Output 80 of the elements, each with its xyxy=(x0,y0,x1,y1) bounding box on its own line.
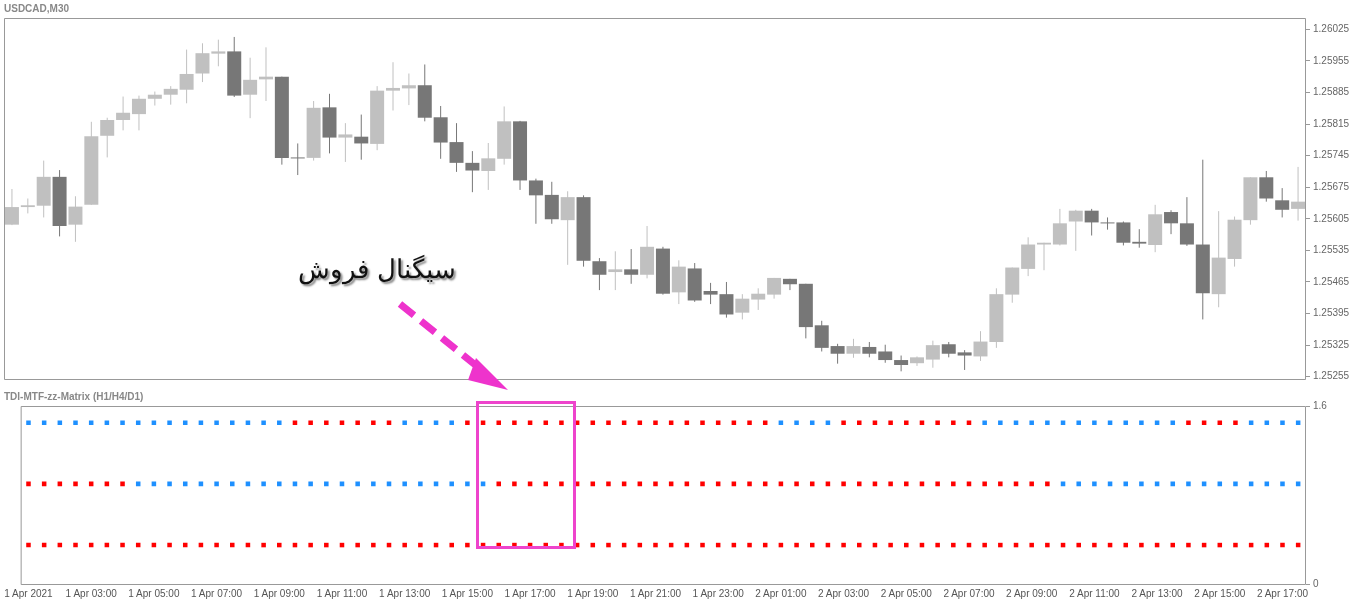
candlestick xyxy=(751,287,766,311)
candlestick xyxy=(211,39,226,67)
candlestick xyxy=(830,343,845,365)
x-tick-label: 2 Apr 09:00 xyxy=(1006,587,1058,599)
candlestick xyxy=(1259,170,1274,203)
y-tick-label: 1.6 xyxy=(1313,399,1328,411)
candlestick xyxy=(4,188,19,226)
x-tick-label: 2 Apr 07:00 xyxy=(943,587,995,599)
candlestick xyxy=(1132,228,1147,249)
x-tick-label: 1 Apr 05:00 xyxy=(128,587,180,599)
candlestick xyxy=(179,49,194,104)
candlestick xyxy=(894,355,909,372)
candlestick xyxy=(243,57,258,119)
candlestick xyxy=(735,293,750,320)
candlestick xyxy=(338,122,353,163)
candlestick xyxy=(449,122,464,173)
candlestick xyxy=(973,330,988,362)
y-tick-label: 1.25535 xyxy=(1313,244,1350,256)
annotation: سیگنال فروش xyxy=(298,254,457,284)
y-tick-label: 1.25885 xyxy=(1313,86,1350,98)
x-tick-label: 1 Apr 17:00 xyxy=(504,587,557,599)
y-tick-label: 1.25955 xyxy=(1313,54,1350,66)
x-tick-label: 2 Apr 13:00 xyxy=(1131,587,1184,599)
y-tick-label: 1.25395 xyxy=(1313,307,1350,319)
candlestick xyxy=(592,257,607,291)
candlestick xyxy=(1068,209,1083,252)
y-tick-label: 1.25605 xyxy=(1313,212,1350,224)
candlestick xyxy=(624,248,639,285)
chart-title: TDI-MTF-zz-Matrix (H1/H4/D1) xyxy=(4,390,144,402)
y-tick-label: 1.25255 xyxy=(1313,370,1350,382)
x-tick-label: 2 Apr 15:00 xyxy=(1194,587,1246,599)
candlestick xyxy=(957,349,972,371)
x-tick-label: 2 Apr 03:00 xyxy=(818,587,870,599)
y-tick-label: 1.25465 xyxy=(1313,275,1350,287)
candlestick xyxy=(560,190,575,266)
x-tick-label: 2 Apr 17:00 xyxy=(1256,587,1309,599)
y-tick-label: 1.25325 xyxy=(1313,338,1350,350)
candlestick xyxy=(1164,209,1179,235)
x-tick-label: 1 Apr 19:00 xyxy=(567,587,619,599)
candlestick xyxy=(846,338,861,359)
candlestick xyxy=(878,344,893,364)
x-tick-label: 1 Apr 11:00 xyxy=(316,587,368,599)
candlestick xyxy=(481,142,496,191)
candlestick xyxy=(608,250,623,291)
candlestick xyxy=(528,178,543,225)
candlestick xyxy=(1052,208,1067,246)
candlestick xyxy=(925,340,940,369)
y-tick-label: 1.26025 xyxy=(1313,23,1350,35)
candlestick xyxy=(116,96,131,131)
y-tick-label: 1.25675 xyxy=(1313,180,1350,192)
x-tick-label: 2 Apr 05:00 xyxy=(880,587,933,599)
x-tick-label: 1 Apr 13:00 xyxy=(379,587,431,599)
x-tick-label: 1 Apr 07:00 xyxy=(191,587,243,599)
candlestick xyxy=(163,85,178,106)
candlestick xyxy=(131,95,146,131)
y-tick-label: 0 xyxy=(1313,577,1319,589)
candlestick xyxy=(290,142,305,176)
x-tick-label: 1 Apr 03:00 xyxy=(65,587,118,599)
candlestick xyxy=(814,320,829,352)
y-tick-label: 1.25745 xyxy=(1313,149,1350,161)
candlestick xyxy=(195,42,210,83)
x-tick-label: 1 Apr 15:00 xyxy=(441,587,494,599)
candlestick xyxy=(1275,187,1290,218)
x-tick-label: 1 Apr 2021 xyxy=(4,587,54,599)
candlestick xyxy=(401,73,416,106)
x-tick-label: 1 Apr 23:00 xyxy=(692,587,745,599)
y-tick-label: 1.25815 xyxy=(1313,117,1350,129)
x-tick-label: 1 Apr 09:00 xyxy=(253,587,306,599)
candlestick xyxy=(386,61,401,112)
x-tick-label: 1 Apr 21:00 xyxy=(629,587,682,599)
candlestick xyxy=(1084,208,1099,236)
x-tick-label: 2 Apr 01:00 xyxy=(755,587,807,599)
x-tick-label: 2 Apr 11:00 xyxy=(1069,587,1121,599)
candlestick xyxy=(100,117,115,158)
candlestick xyxy=(68,195,83,243)
chart-title: USDCAD,M30 xyxy=(4,2,70,14)
candlestick xyxy=(1179,196,1194,247)
candlestick xyxy=(782,278,797,291)
candlestick xyxy=(1037,242,1052,271)
candlestick xyxy=(465,150,480,193)
